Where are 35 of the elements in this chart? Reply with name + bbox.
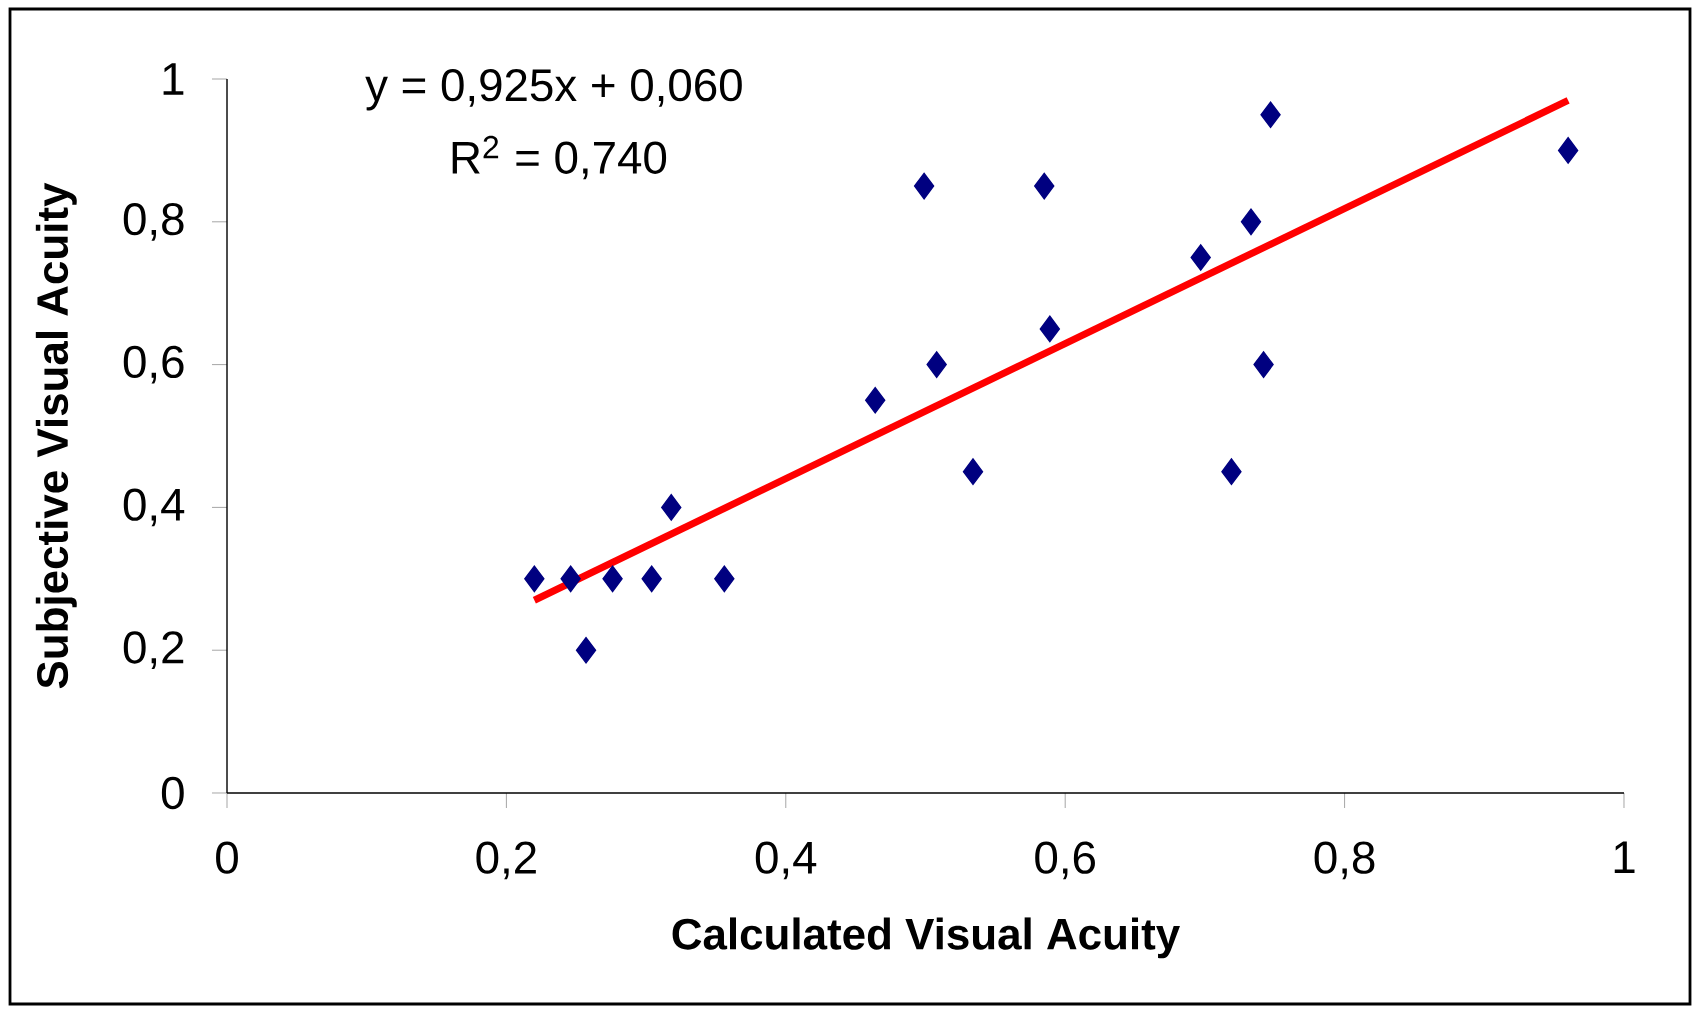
annotation: y = 0,925x + 0,060 xyxy=(365,69,742,111)
point xyxy=(926,351,947,378)
x-tick-label: 0,8 xyxy=(1314,841,1375,880)
point xyxy=(524,565,545,593)
annotation: R$^{2}$ = 0,740 xyxy=(452,135,667,180)
x-tick-label: 1 xyxy=(1614,841,1635,873)
y-tick-label: 0,4 xyxy=(123,488,185,527)
point xyxy=(1253,351,1274,378)
y-tick-label: 1 xyxy=(163,63,184,95)
point xyxy=(602,565,623,593)
x-tick-label: 0,2 xyxy=(476,841,536,880)
point xyxy=(1221,458,1242,486)
point xyxy=(1190,244,1211,271)
point xyxy=(714,565,735,593)
y-tick-label: 0,8 xyxy=(123,202,184,241)
point xyxy=(661,494,682,521)
x-tick-label: 0,6 xyxy=(1035,841,1095,880)
x-tick-label: 0,4 xyxy=(755,841,817,880)
y-tick-label: 0,2 xyxy=(123,631,184,670)
point xyxy=(1034,172,1055,200)
x-tick-label: 0 xyxy=(216,841,238,874)
point xyxy=(1260,101,1281,129)
point xyxy=(641,565,662,593)
x-axis-title: Calculated Visual Acuity xyxy=(672,917,1180,959)
y-axis-title: Subjective Visual Acuity xyxy=(35,182,77,689)
point xyxy=(575,636,597,664)
y-tick-label: 0 xyxy=(161,776,184,810)
y-tick-label: 0,6 xyxy=(123,345,184,384)
point xyxy=(560,565,581,593)
point xyxy=(1557,137,1579,164)
point xyxy=(865,386,886,414)
point xyxy=(1039,315,1061,343)
point xyxy=(1240,208,1262,236)
point xyxy=(962,458,984,486)
point xyxy=(913,172,935,200)
